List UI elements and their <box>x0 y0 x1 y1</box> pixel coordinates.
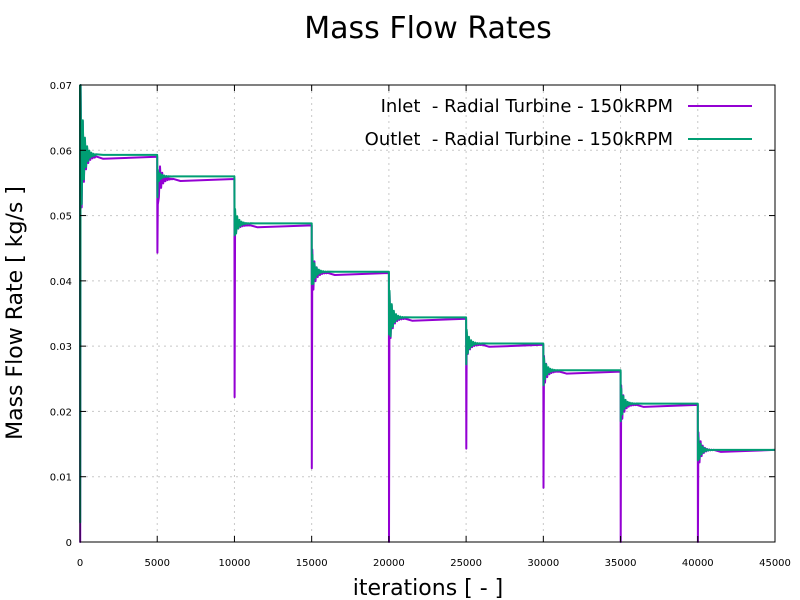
grid <box>80 85 775 542</box>
legend-label-outlet: Outlet - Radial Turbine - 150kRPM <box>365 129 673 150</box>
y-tick-label: 0.04 <box>50 277 72 288</box>
x-tick-label: 10000 <box>219 558 251 569</box>
series-group <box>79 84 775 543</box>
y-tick-label: 0.01 <box>50 473 72 484</box>
y-tick-label: 0 <box>66 538 72 549</box>
ticks: 0 5000 10000 15000 20000 25000 30000 35000 40000… <box>50 81 791 569</box>
x-tick-label: 15000 <box>296 558 328 569</box>
x-axis-label: iterations [ - ] <box>353 576 504 600</box>
y-tick-label: 0.06 <box>50 146 72 157</box>
x-tick-label: 30000 <box>527 558 559 569</box>
x-tick-label: 35000 <box>605 558 637 569</box>
chart-title: Mass Flow Rates <box>304 11 552 46</box>
x-tick-label: 25000 <box>450 558 482 569</box>
x-tick-label: 20000 <box>373 558 405 569</box>
plot-frame <box>79 84 776 543</box>
x-tick-label: 0 <box>77 558 83 569</box>
y-tick-label: 0.05 <box>50 212 72 223</box>
y-tick-label: 0.07 <box>50 81 72 92</box>
series-line-inlet <box>79 84 775 543</box>
legend: Inlet - Radial Turbine - 150kRPM Outlet … <box>365 96 752 150</box>
y-tick-label: 0.02 <box>50 407 72 418</box>
y-axis-label: Mass Flow Rate [ kg/s ] <box>3 186 28 440</box>
x-tick-label: 45000 <box>759 558 791 569</box>
series-line-outlet <box>79 84 775 524</box>
legend-label-inlet: Inlet - Radial Turbine - 150kRPM <box>381 96 673 117</box>
x-tick-label: 5000 <box>144 558 169 569</box>
x-tick-label: 40000 <box>682 558 714 569</box>
y-tick-label: 0.03 <box>50 342 72 353</box>
